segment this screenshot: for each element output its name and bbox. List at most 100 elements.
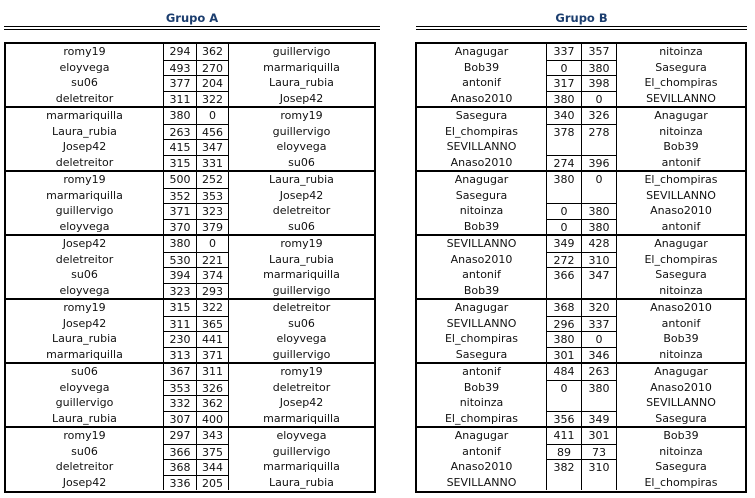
away-score bbox=[581, 474, 617, 490]
home-score: 380 bbox=[163, 236, 196, 252]
match-row: SEVILLANNO 296 337 antonif bbox=[417, 315, 745, 331]
away-score: 456 bbox=[196, 123, 229, 139]
away-player: nitoinza bbox=[659, 347, 703, 361]
home-score bbox=[546, 282, 581, 298]
away-player: Anagugar bbox=[654, 237, 708, 250]
home-score bbox=[546, 474, 581, 490]
group-b-title: Grupo B bbox=[555, 11, 608, 25]
match-row: Laura_rubia 230 441 eloyvega bbox=[6, 331, 374, 347]
match-row: eloyvega 370 379 su06 bbox=[6, 218, 374, 234]
home-score: 0 bbox=[546, 203, 581, 219]
away-score: 0 bbox=[581, 331, 617, 347]
away-score: 375 bbox=[196, 443, 229, 459]
away-score: 322 bbox=[196, 300, 229, 316]
away-score: 278 bbox=[581, 123, 617, 139]
home-player: romy19 bbox=[63, 45, 106, 58]
home-score: 380 bbox=[546, 90, 581, 106]
match-row: antonif 484 263 Anagugar bbox=[417, 364, 745, 380]
away-player: nitoinza bbox=[659, 45, 703, 58]
away-score: 349 bbox=[581, 410, 617, 426]
away-player: marmariquilla bbox=[263, 60, 340, 74]
home-score: 307 bbox=[163, 410, 196, 426]
away-player: Laura_rubia bbox=[269, 252, 334, 266]
match-row: Anagugar 380 0 El_chompiras bbox=[417, 172, 745, 188]
home-player: Bob39 bbox=[463, 60, 500, 74]
home-player: Bob39 bbox=[463, 380, 500, 394]
match-row: Anaso2010 272 310 El_chompiras bbox=[417, 251, 745, 267]
away-player: su06 bbox=[288, 219, 315, 233]
home-score: 296 bbox=[546, 315, 581, 331]
away-score: 400 bbox=[196, 410, 229, 426]
round-block: romy19 294 362 guillervigo eloyvega 493 270 mar… bbox=[6, 44, 374, 106]
away-score: 323 bbox=[196, 203, 229, 219]
home-score bbox=[546, 187, 581, 203]
home-player: eloyvega bbox=[59, 219, 110, 233]
home-score: 352 bbox=[163, 187, 196, 203]
away-player: nitoinza bbox=[659, 124, 703, 138]
match-row: marmariquilla 313 371 guillervigo bbox=[6, 346, 374, 362]
round-block: Anagugar 411 301 Bob39 antonif 89 73 nitoinza An… bbox=[417, 426, 745, 490]
away-player: Josep42 bbox=[279, 188, 324, 202]
group-b-table: Anagugar 337 357 nitoinza Bob39 0 380 Sasegura a… bbox=[415, 42, 747, 493]
home-score: 367 bbox=[163, 364, 196, 380]
away-player: El_chompiras bbox=[644, 173, 718, 186]
away-player: Sasegura bbox=[655, 411, 707, 425]
home-player: romy19 bbox=[63, 173, 106, 186]
home-score: 380 bbox=[546, 172, 581, 188]
home-score: 89 bbox=[546, 443, 581, 459]
away-score: 441 bbox=[196, 331, 229, 347]
home-score: 323 bbox=[163, 282, 196, 298]
home-score: 297 bbox=[163, 428, 196, 444]
group-a-table: romy19 294 362 guillervigo eloyvega 493 270 mar… bbox=[4, 42, 376, 493]
home-player: Josep42 bbox=[62, 140, 107, 153]
match-row: Josep42 336 205 Laura_rubia bbox=[6, 474, 374, 490]
away-player: nitoinza bbox=[659, 444, 703, 458]
home-score: 370 bbox=[163, 218, 196, 234]
home-score bbox=[546, 395, 581, 411]
home-score: 368 bbox=[546, 300, 581, 316]
home-player: Josep42 bbox=[62, 475, 107, 489]
home-player: su06 bbox=[71, 365, 98, 378]
match-row: Anaso2010 382 310 Sasegura bbox=[417, 459, 745, 475]
home-score: 311 bbox=[163, 315, 196, 331]
round-block: Anagugar 337 357 nitoinza Bob39 0 380 Sasegura a… bbox=[417, 44, 745, 106]
home-player: antonif bbox=[462, 76, 501, 89]
away-player: eloyvega bbox=[276, 332, 327, 345]
away-player: Anagugar bbox=[654, 109, 708, 122]
away-player: Laura_rubia bbox=[269, 475, 334, 489]
home-score: 313 bbox=[163, 346, 196, 362]
home-score: 315 bbox=[163, 154, 196, 170]
away-score: 380 bbox=[581, 218, 617, 234]
match-row: Laura_rubia 263 456 guillervigo bbox=[6, 123, 374, 139]
home-score: 377 bbox=[163, 75, 196, 91]
match-row: su06 366 375 guillervigo bbox=[6, 443, 374, 459]
away-score: 270 bbox=[196, 59, 229, 75]
away-score: 221 bbox=[196, 251, 229, 267]
away-score: 379 bbox=[196, 218, 229, 234]
home-player: Anaso2010 bbox=[450, 155, 513, 169]
home-score: 530 bbox=[163, 251, 196, 267]
away-player: El_chompiras bbox=[644, 475, 718, 489]
home-player: Sasegura bbox=[455, 109, 508, 122]
round-block: su06 367 311 romy19 eloyvega 353 326 deletreito… bbox=[6, 362, 374, 426]
match-row: romy19 294 362 guillervigo bbox=[6, 44, 374, 60]
home-player: Josep42 bbox=[62, 237, 107, 250]
away-player: romy19 bbox=[280, 109, 323, 122]
away-score bbox=[581, 139, 617, 155]
away-player: SEVILLANNO bbox=[646, 396, 716, 409]
home-score: 272 bbox=[546, 251, 581, 267]
home-score: 0 bbox=[546, 379, 581, 395]
away-score bbox=[581, 187, 617, 203]
match-row: guillervigo 332 362 Josep42 bbox=[6, 395, 374, 411]
home-player: El_chompiras bbox=[444, 124, 518, 138]
home-player: El_chompiras bbox=[444, 332, 518, 345]
match-row: marmariquilla 380 0 romy19 bbox=[6, 108, 374, 124]
home-score: 317 bbox=[546, 75, 581, 91]
round-block: Josep42 380 0 romy19 deletreitor 530 221 Laura_… bbox=[6, 234, 374, 298]
away-player: Sasegura bbox=[655, 268, 707, 281]
home-player: su06 bbox=[71, 76, 98, 89]
home-score: 415 bbox=[163, 139, 196, 155]
home-player: deletreitor bbox=[55, 460, 114, 473]
away-score: 326 bbox=[581, 108, 617, 124]
away-player: antonif bbox=[661, 155, 701, 169]
